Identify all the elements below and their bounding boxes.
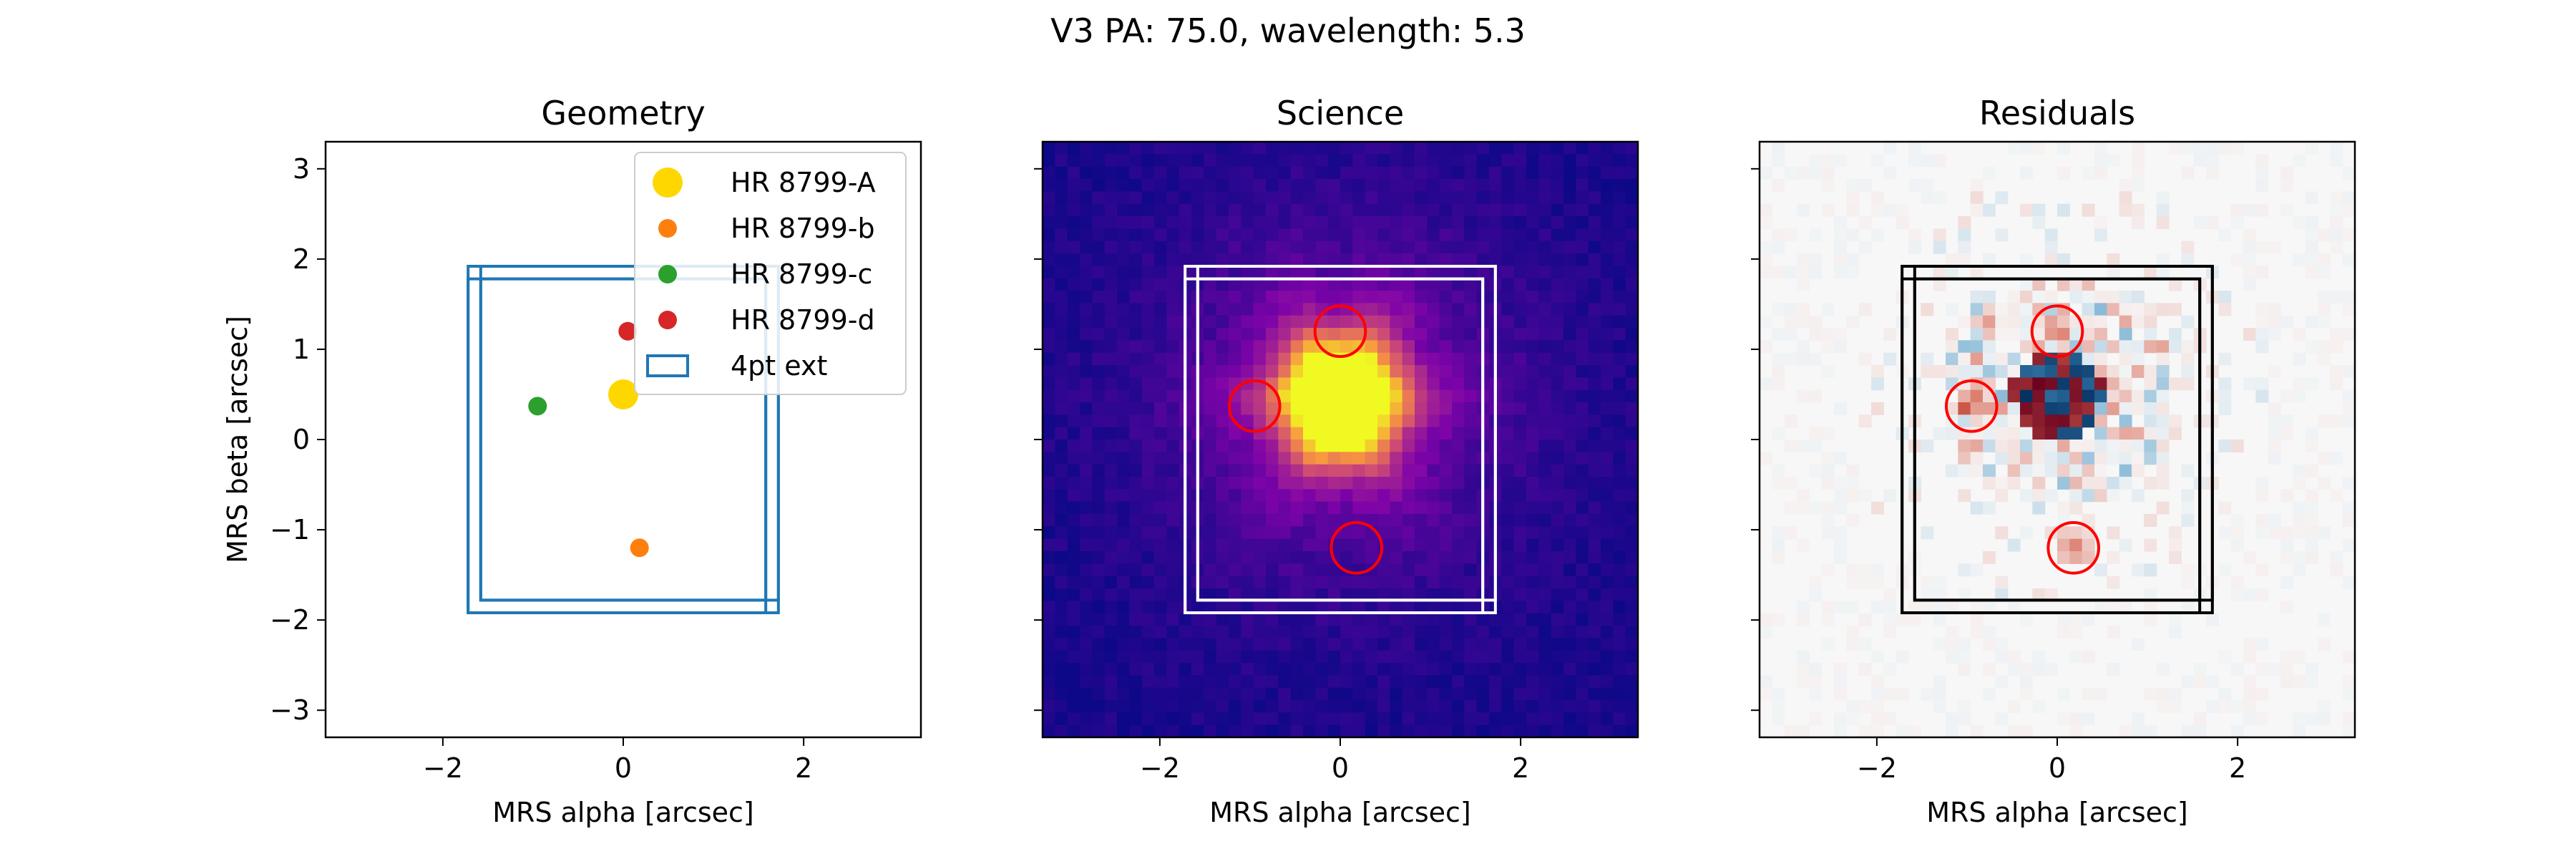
y-tick-label: 3	[293, 153, 310, 185]
point-hr-8799-b	[630, 538, 649, 558]
legend-label: HR 8799-c	[731, 258, 872, 290]
x-tick-label: 0	[2049, 752, 2066, 784]
legend-rect-icon	[646, 354, 689, 377]
y-tick-label: −2	[270, 604, 310, 636]
fov-box	[1901, 277, 2202, 615]
science-layer	[1043, 142, 1638, 737]
legend-box	[634, 152, 907, 395]
y-axis-label: MRS beta [arcsec]	[222, 316, 253, 563]
residuals-image	[1760, 142, 2355, 737]
legend-label: 4pt ext	[731, 350, 827, 382]
legend-marker	[658, 265, 677, 283]
x-tick-label: 2	[795, 752, 812, 784]
aperture-circle	[2030, 304, 2084, 359]
legend-marker	[658, 219, 677, 238]
legend-marker	[653, 168, 683, 198]
y-tick-label: 2	[293, 243, 310, 275]
science-panel: −2 0 2 Science MRS alpha [arcsec]	[1034, 94, 1639, 828]
point-hr-8799-c	[528, 397, 547, 416]
aperture-circle	[2046, 520, 2100, 575]
legend: HR 8799-A HR 8799-b HR 8799-c HR 8799-d 4pt …	[634, 152, 907, 395]
figure-title: V3 PA: 75.0, wavelength: 5.3	[1050, 11, 1526, 50]
residuals-layer	[1760, 142, 2355, 737]
x-axis-label: MRS alpha [arcsec]	[1209, 797, 1471, 828]
x-tick-label: 0	[1332, 752, 1349, 784]
y-tick-label: 0	[293, 424, 310, 455]
y-tick-label: −1	[270, 514, 310, 545]
aperture-circle	[1330, 520, 1383, 575]
legend-label: HR 8799-A	[731, 167, 876, 198]
x-axis-label: MRS alpha [arcsec]	[1926, 797, 2188, 828]
aperture-circle	[1227, 379, 1282, 433]
x-tick-label: 2	[2229, 752, 2246, 784]
x-tick-label: −2	[1140, 752, 1180, 784]
aperture-circle	[1313, 304, 1367, 359]
science-image	[1043, 142, 1638, 737]
point-hr-8799-d	[618, 321, 638, 341]
fov-box	[1196, 264, 1497, 602]
x-tick-label: −2	[423, 752, 463, 784]
legend-marker	[658, 311, 677, 329]
y-tick-label: 1	[293, 334, 310, 365]
fov-box	[467, 277, 768, 615]
legend-label: HR 8799-b	[731, 213, 875, 244]
residuals-panel: −2 0 2 Residuals MRS alpha [arcsec]	[1751, 94, 2356, 828]
x-tick-label: −2	[1857, 752, 1897, 784]
fov-box	[1184, 277, 1485, 615]
axes-title: Residuals	[1979, 94, 2135, 132]
legend-label: HR 8799-d	[731, 304, 875, 336]
aperture-circle	[1944, 379, 1999, 433]
axes-title: Geometry	[541, 94, 705, 132]
point-hr-8799-a	[608, 379, 638, 409]
fov-box	[479, 264, 780, 602]
fov-box	[1913, 264, 2214, 602]
x-tick-label: 2	[1512, 752, 1529, 784]
x-tick-label: 0	[615, 752, 632, 784]
x-axis-label: MRS alpha [arcsec]	[492, 797, 754, 828]
y-tick-label: −3	[270, 694, 310, 726]
axes-title: Science	[1277, 94, 1404, 132]
geometry-panel: −2 0 2 −3 −2 −1 0 1 2 3 Geometry MRS alpha [arcsec]…	[222, 94, 922, 828]
